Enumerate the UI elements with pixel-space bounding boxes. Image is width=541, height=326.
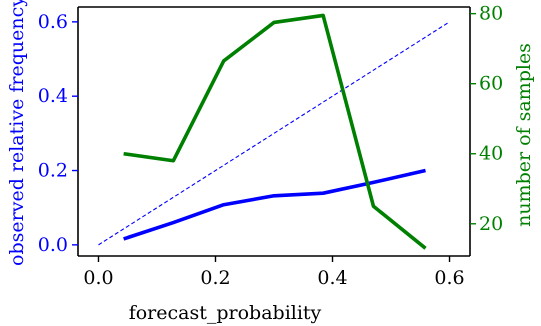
left-y-axis-ticks: 0.0 0.2 0.4 0.6: [38, 11, 78, 256]
left-y-tick-label: 0.0: [38, 234, 68, 256]
x-axis-ticks: 0.0 0.2 0.4 0.6: [83, 256, 465, 289]
plot-frame: [77, 6, 471, 257]
reliability-curve-line: [123, 168, 426, 241]
left-y-axis-title: observed relative frequency: [6, 0, 28, 266]
plot-lines: [98, 13, 450, 250]
x-tick-label: 0.4: [317, 267, 347, 289]
x-tick-label: 0.2: [200, 267, 230, 289]
left-y-tick-label: 0.2: [38, 160, 68, 182]
perfect-reliability-line: [98, 21, 450, 246]
sample-count-line: [123, 13, 427, 250]
right-y-axis-ticks: 20 40 60 80: [470, 3, 503, 235]
x-axis-title: forecast_probability: [129, 302, 322, 324]
left-y-tick-label: 0.6: [38, 11, 68, 33]
right-y-tick-label: 80: [479, 3, 503, 25]
right-y-tick-label: 40: [479, 143, 503, 165]
x-tick-label: 0.0: [83, 267, 113, 289]
right-y-tick-label: 20: [479, 213, 503, 235]
left-y-tick-label: 0.4: [38, 85, 68, 107]
x-tick-label: 0.6: [434, 267, 464, 289]
right-y-tick-label: 60: [479, 73, 503, 95]
right-y-axis-title: number of samples: [513, 43, 535, 227]
